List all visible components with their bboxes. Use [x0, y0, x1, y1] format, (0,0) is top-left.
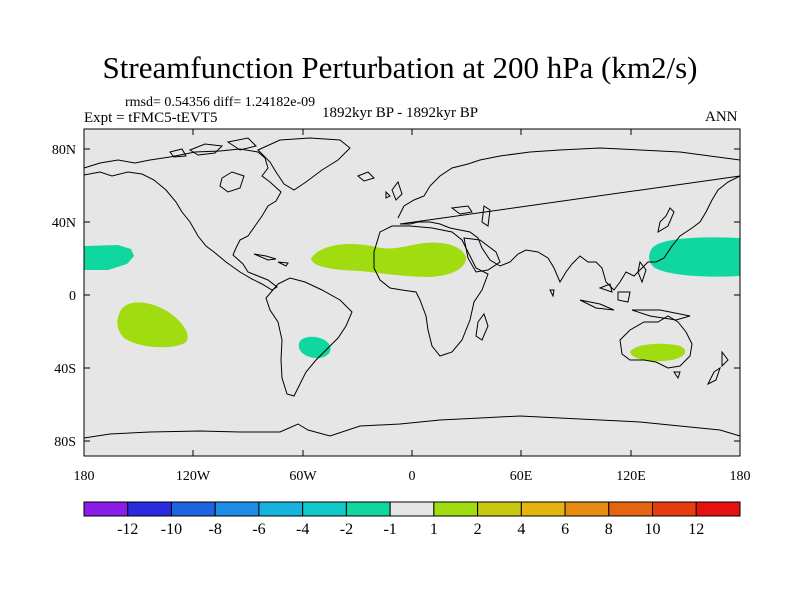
coastline-greenland — [257, 137, 351, 191]
lon-tick-label: 180 — [730, 469, 751, 484]
colorbar-label: 4 — [517, 521, 525, 538]
lon-tick-labels: 180 120W 60W 0 60E 120E 180 — [74, 469, 751, 484]
colorbar-swatch — [433, 501, 479, 517]
anomaly-region-west-pacific-north — [649, 237, 740, 277]
anomaly-region-east-pacific-north — [84, 245, 134, 270]
lat-tick-label: 40N — [52, 216, 76, 231]
coastline-madagascar — [475, 312, 489, 341]
colorbar-labels: -12 -10 -8 -6 -4 -2 -1 1 2 4 6 8 10 12 — [117, 521, 704, 538]
colorbar-swatch — [564, 501, 610, 517]
colorbar-label: -6 — [252, 521, 265, 538]
colorbar-label: -4 — [296, 521, 309, 538]
colorbar — [83, 501, 741, 517]
lon-tick-label: 180 — [74, 469, 95, 484]
colorbar-swatch — [477, 501, 522, 517]
colorbar-swatch — [608, 501, 654, 517]
coastline-caribbean — [253, 253, 289, 267]
lon-tick-label: 60W — [289, 469, 317, 484]
colorbar-swatch — [302, 501, 347, 517]
chart-title: Streamfunction Perturbation at 200 hPa (… — [102, 50, 698, 85]
coastline-japan — [657, 207, 675, 234]
colorbar-swatch — [695, 501, 741, 517]
lon-tick-label: 120W — [176, 469, 211, 484]
lat-tick-label: 40S — [54, 362, 76, 377]
colorbar-swatch — [127, 501, 172, 517]
lat-axis — [84, 148, 740, 442]
coastline-arabia — [463, 237, 501, 273]
colorbar-label: 8 — [605, 521, 613, 538]
coastline-philippines — [637, 260, 647, 284]
colorbar-label: 12 — [688, 521, 704, 538]
anomaly-region-atlantic-africa — [311, 242, 467, 277]
lon-tick-label: 120E — [616, 469, 646, 484]
colorbar-label: -1 — [383, 521, 396, 538]
colorbar-label: -10 — [161, 521, 182, 538]
coastline-caspian — [481, 205, 491, 227]
coastline-tasmania — [673, 371, 681, 380]
coastline-british-isles — [385, 180, 403, 201]
anomaly-region-south-pacific — [117, 302, 188, 348]
colorbar-swatch — [520, 501, 566, 517]
colorbar-swatch — [345, 501, 391, 517]
map-panel — [84, 129, 740, 456]
coastline-iceland — [357, 171, 375, 182]
colorbar-swatch — [652, 501, 697, 517]
experiment-label: Expt = tFMC5-tEVT5 — [84, 110, 218, 126]
coastline-black-sea — [450, 205, 473, 215]
colorbar-swatch — [214, 501, 260, 517]
colorbar-label: -8 — [209, 521, 222, 538]
coastline-sri-lanka — [549, 289, 555, 298]
coastline-indonesia — [579, 283, 691, 321]
stats-line: rmsd= 0.54356 diff= 1.24182e-09 — [125, 95, 316, 110]
colorbar-swatch — [258, 501, 304, 517]
lat-tick-label: 80S — [54, 435, 76, 450]
colorbar-label: -12 — [117, 521, 138, 538]
coastline-north-america — [83, 148, 282, 291]
lon-tick-label: 60E — [510, 469, 533, 484]
coastline-hudson-bay — [219, 171, 245, 193]
colorbar-label: -2 — [340, 521, 353, 538]
coastline-eurasia — [397, 147, 741, 291]
coastlines — [83, 137, 741, 439]
season-label: ANN — [705, 109, 738, 125]
colorbar-label: 2 — [474, 521, 482, 538]
colorbar-swatch — [170, 501, 216, 517]
colorbar-swatch — [389, 501, 435, 517]
anomaly-region-australia — [630, 343, 686, 362]
period-label: 1892kyr BP - 1892kyr BP — [322, 105, 479, 121]
coastline-antarctica — [83, 415, 741, 439]
lon-tick-label: 0 — [409, 469, 416, 484]
coastline-south-america — [265, 277, 353, 397]
anomaly-contours — [84, 237, 740, 362]
colorbar-label: 6 — [561, 521, 569, 538]
coastline-arctic-islands — [169, 137, 257, 158]
lon-axis — [83, 129, 741, 456]
coastline-new-zealand — [706, 350, 729, 386]
colorbar-label: 10 — [645, 521, 661, 538]
lat-tick-label: 0 — [69, 289, 76, 304]
lat-tick-labels: 80N 40N 0 40S 80S — [52, 143, 76, 450]
colorbar-swatch — [83, 501, 129, 517]
colorbar-label: 1 — [430, 521, 438, 538]
coastline-africa — [373, 225, 489, 357]
coastline-australia — [619, 315, 693, 369]
lat-tick-label: 80N — [52, 143, 76, 158]
